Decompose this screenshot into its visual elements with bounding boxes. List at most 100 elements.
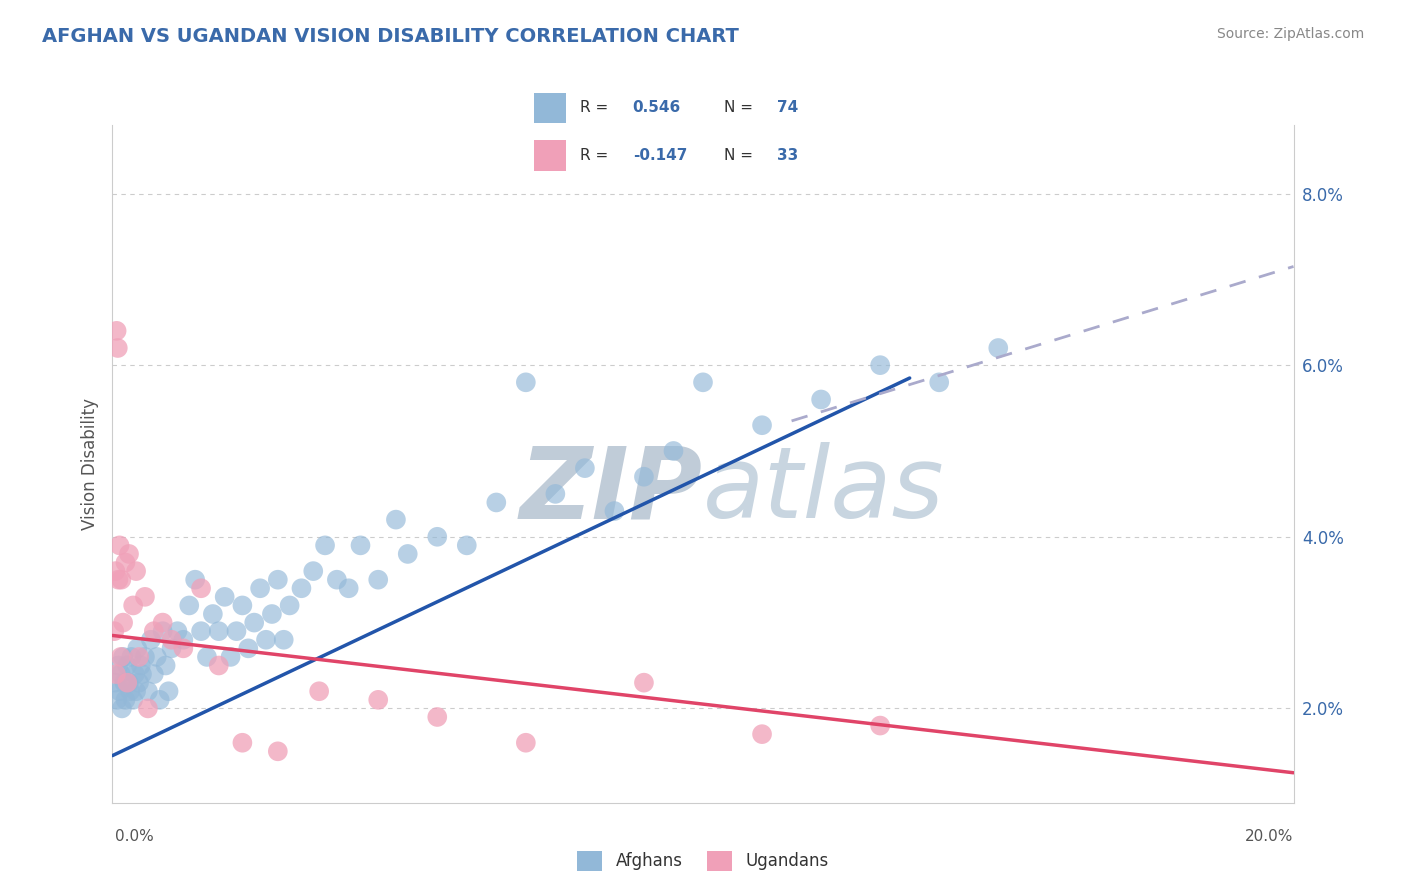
Point xyxy=(574,461,596,475)
Point xyxy=(142,667,165,681)
Point xyxy=(662,444,685,458)
Legend: Afghans, Ugandans: Afghans, Ugandans xyxy=(571,844,835,878)
Point xyxy=(326,573,349,587)
Point xyxy=(136,701,159,715)
Point xyxy=(131,667,153,681)
Point xyxy=(290,581,312,595)
Point xyxy=(136,684,159,698)
Point xyxy=(238,641,260,656)
Point xyxy=(112,649,135,664)
Point xyxy=(515,376,537,390)
Point xyxy=(114,693,136,707)
Point xyxy=(603,504,626,518)
Point xyxy=(129,658,152,673)
Point xyxy=(107,658,129,673)
Point xyxy=(105,667,128,681)
Point xyxy=(152,624,174,639)
Point xyxy=(810,392,832,407)
Point xyxy=(142,624,165,639)
Point xyxy=(273,632,295,647)
Point xyxy=(117,675,138,690)
Point xyxy=(120,684,142,698)
Point xyxy=(396,547,419,561)
Point xyxy=(110,573,132,587)
Text: N =: N = xyxy=(724,101,754,115)
Point xyxy=(367,573,389,587)
Point xyxy=(456,538,478,552)
Text: -0.147: -0.147 xyxy=(633,148,688,162)
Text: 0.546: 0.546 xyxy=(633,101,681,115)
Point xyxy=(107,341,129,355)
Point xyxy=(128,649,150,664)
Point xyxy=(108,538,131,552)
Point xyxy=(308,684,330,698)
Text: Source: ZipAtlas.com: Source: ZipAtlas.com xyxy=(1216,27,1364,41)
Point xyxy=(751,418,773,433)
Point xyxy=(122,693,145,707)
Point xyxy=(208,658,231,673)
Point xyxy=(122,599,145,613)
Point xyxy=(219,649,242,664)
Text: 0.0%: 0.0% xyxy=(115,830,155,844)
Point xyxy=(172,632,194,647)
Point xyxy=(127,641,149,656)
Point xyxy=(278,599,301,613)
Point xyxy=(190,581,212,595)
Point xyxy=(105,693,128,707)
Point xyxy=(751,727,773,741)
Text: AFGHAN VS UGANDAN VISION DISABILITY CORRELATION CHART: AFGHAN VS UGANDAN VISION DISABILITY CORR… xyxy=(42,27,740,45)
Point xyxy=(225,624,247,639)
Text: 33: 33 xyxy=(778,148,799,162)
Point xyxy=(633,469,655,483)
Point xyxy=(134,590,156,604)
Point xyxy=(104,675,127,690)
Point xyxy=(112,615,135,630)
Point xyxy=(105,324,128,338)
Point xyxy=(267,744,290,758)
Point xyxy=(267,573,290,587)
Point xyxy=(124,667,146,681)
Point xyxy=(633,675,655,690)
Point xyxy=(367,693,389,707)
Point xyxy=(214,590,236,604)
Point xyxy=(152,615,174,630)
Point xyxy=(146,649,169,664)
Point xyxy=(104,564,127,578)
Point xyxy=(157,684,180,698)
Text: 20.0%: 20.0% xyxy=(1246,830,1294,844)
Point xyxy=(125,684,148,698)
Point xyxy=(110,667,132,681)
Point xyxy=(134,649,156,664)
Bar xyxy=(534,93,565,123)
Point xyxy=(118,675,141,690)
Point xyxy=(314,538,336,552)
Y-axis label: Vision Disability: Vision Disability xyxy=(80,398,98,530)
Point xyxy=(111,701,134,715)
Point xyxy=(426,530,449,544)
Text: R =: R = xyxy=(581,101,609,115)
Point xyxy=(208,624,231,639)
Point xyxy=(260,607,283,621)
Point xyxy=(107,573,129,587)
Point xyxy=(869,358,891,372)
Point xyxy=(349,538,371,552)
Point xyxy=(544,487,567,501)
Text: N =: N = xyxy=(724,148,754,162)
Point xyxy=(139,632,162,647)
Point xyxy=(485,495,508,509)
Point xyxy=(110,649,132,664)
Point xyxy=(426,710,449,724)
Point xyxy=(928,376,950,390)
Point xyxy=(869,718,891,732)
Point xyxy=(179,599,201,613)
Point xyxy=(155,658,177,673)
Text: 74: 74 xyxy=(778,101,799,115)
Text: R =: R = xyxy=(581,148,609,162)
Point xyxy=(987,341,1010,355)
Point xyxy=(108,684,131,698)
Text: ZIP: ZIP xyxy=(520,442,703,540)
Point xyxy=(160,632,183,647)
Point xyxy=(385,513,408,527)
Point xyxy=(231,599,253,613)
Point xyxy=(112,675,135,690)
